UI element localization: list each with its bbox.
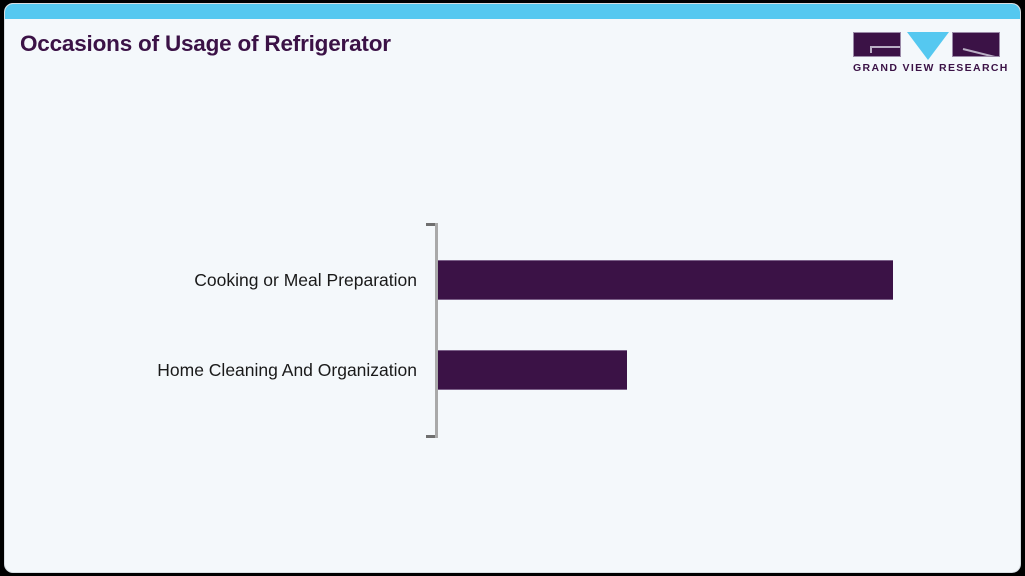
y-axis-top-cap <box>426 223 435 226</box>
y-axis-spine <box>435 223 438 438</box>
chart-bar-row: Home Cleaning And Organization <box>5 350 1020 390</box>
bar-category-label: Cooking or Meal Preparation <box>194 270 417 290</box>
chart-bar <box>438 350 628 390</box>
horizontal-bar-chart: Cooking or Meal Preparation Home Cleanin… <box>5 4 1020 572</box>
logo-wordmark: GRAND VIEW RESEARCH <box>853 62 1009 74</box>
logo-vertical-stroke-icon <box>870 46 872 53</box>
page-title: Occasions of Usage of Refrigerator <box>20 31 391 56</box>
chart-bar <box>438 260 893 300</box>
top-accent-bar <box>5 4 1020 19</box>
logo-right-block-icon <box>952 32 1000 57</box>
y-axis-bottom-cap <box>426 435 435 438</box>
bar-category-label: Home Cleaning And Organization <box>157 360 417 380</box>
logo-left-block-icon <box>853 32 901 57</box>
chart-bar-row: Cooking or Meal Preparation <box>5 260 1020 300</box>
grand-view-research-logo: GRAND VIEW RESEARCH <box>853 26 1009 78</box>
logo-marks <box>853 26 1000 60</box>
logo-triangle-icon <box>907 32 949 60</box>
slide-card: Occasions of Usage of Refrigerator GRAND… <box>4 3 1021 573</box>
logo-horizontal-stroke-icon <box>870 46 900 48</box>
